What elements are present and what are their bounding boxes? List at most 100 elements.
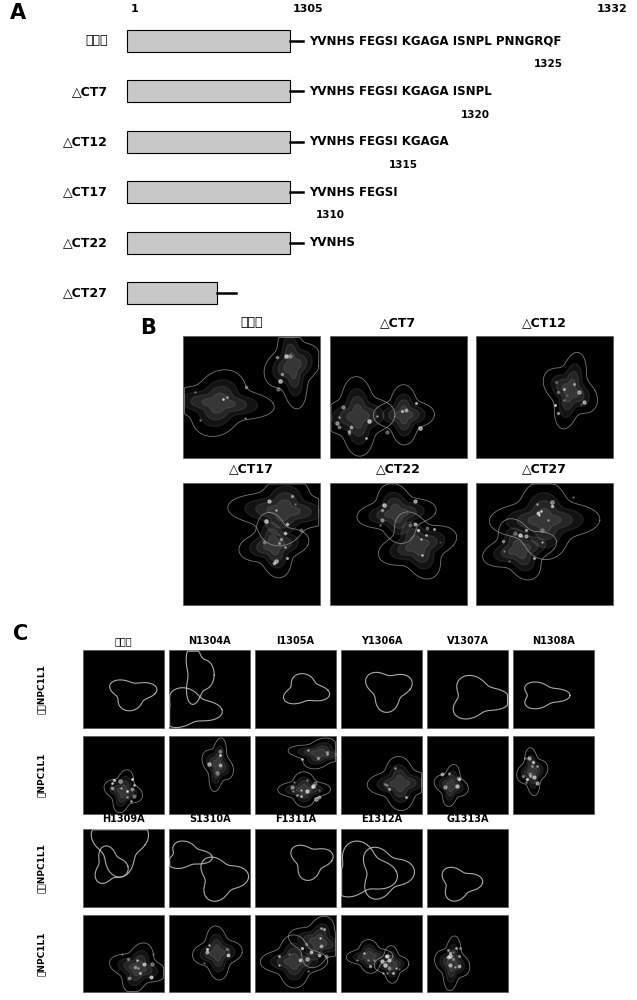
Bar: [83, 914, 164, 992]
Polygon shape: [117, 785, 129, 798]
Polygon shape: [443, 950, 461, 977]
Text: YVNHS FEGSI KGAGA: YVNHS FEGSI KGAGA: [309, 135, 448, 148]
Bar: [183, 336, 320, 458]
Polygon shape: [190, 386, 247, 420]
Bar: [427, 914, 508, 992]
Polygon shape: [501, 534, 538, 565]
Polygon shape: [303, 929, 333, 955]
Polygon shape: [304, 746, 336, 761]
Text: G1313A: G1313A: [447, 814, 489, 824]
Polygon shape: [257, 529, 291, 562]
Text: YVNHS FEGSI: YVNHS FEGSI: [309, 186, 397, 199]
Bar: [513, 650, 594, 728]
Polygon shape: [508, 540, 531, 559]
Polygon shape: [284, 954, 304, 969]
Polygon shape: [362, 951, 376, 961]
Polygon shape: [552, 364, 589, 417]
Bar: [427, 650, 508, 728]
Text: 野生型: 野生型: [240, 316, 263, 329]
Polygon shape: [557, 372, 584, 410]
Polygon shape: [277, 948, 311, 975]
Bar: [83, 650, 164, 728]
Text: YVNHS FEGSI KGAGA ISNPL: YVNHS FEGSI KGAGA ISNPL: [309, 85, 492, 98]
Bar: [127, 181, 290, 203]
Text: 1: 1: [131, 4, 138, 14]
Text: 表面NPC1L1: 表面NPC1L1: [37, 843, 46, 893]
Text: △CT17: △CT17: [64, 186, 108, 199]
Polygon shape: [494, 528, 545, 571]
Bar: [427, 736, 508, 814]
Text: 1310: 1310: [316, 211, 345, 221]
Polygon shape: [250, 522, 298, 568]
Polygon shape: [440, 944, 464, 982]
Text: H1309A: H1309A: [103, 814, 145, 824]
Polygon shape: [358, 948, 381, 965]
Polygon shape: [443, 775, 460, 796]
Polygon shape: [380, 951, 404, 978]
Text: △CT17: △CT17: [229, 462, 274, 475]
Bar: [476, 336, 613, 458]
Polygon shape: [245, 486, 318, 535]
Text: △CT27: △CT27: [522, 462, 567, 475]
Polygon shape: [524, 760, 540, 784]
Text: A: A: [10, 3, 25, 23]
Polygon shape: [382, 394, 426, 436]
Polygon shape: [273, 338, 312, 396]
Polygon shape: [210, 945, 225, 961]
Text: 1332: 1332: [597, 4, 627, 14]
Bar: [169, 914, 250, 992]
Polygon shape: [406, 535, 429, 556]
Bar: [169, 829, 250, 907]
Polygon shape: [291, 781, 317, 798]
Bar: [127, 80, 290, 102]
Text: 野生型: 野生型: [115, 636, 132, 646]
Text: 1325: 1325: [533, 59, 562, 69]
Text: S1310A: S1310A: [189, 814, 231, 824]
Bar: [330, 483, 466, 605]
Polygon shape: [383, 955, 400, 974]
Text: 野生型: 野生型: [86, 34, 108, 47]
Polygon shape: [213, 757, 222, 773]
Polygon shape: [517, 501, 572, 540]
Polygon shape: [129, 961, 147, 976]
Polygon shape: [389, 400, 419, 430]
Text: N1308A: N1308A: [532, 636, 575, 646]
Bar: [169, 736, 250, 814]
Polygon shape: [185, 380, 257, 426]
Text: N1304A: N1304A: [189, 636, 231, 646]
Polygon shape: [383, 770, 416, 797]
Polygon shape: [340, 397, 376, 436]
Polygon shape: [447, 955, 457, 972]
Polygon shape: [390, 775, 410, 792]
Bar: [169, 650, 250, 728]
Text: 总NPC1L1: 总NPC1L1: [37, 753, 46, 797]
Bar: [127, 131, 290, 153]
Polygon shape: [267, 500, 300, 521]
Text: 总NPC1L1: 总NPC1L1: [37, 931, 46, 976]
Polygon shape: [528, 508, 561, 532]
Text: △CT12: △CT12: [522, 316, 567, 329]
Polygon shape: [390, 522, 445, 569]
Polygon shape: [255, 493, 311, 528]
Bar: [341, 829, 422, 907]
Text: YVNHS: YVNHS: [309, 236, 355, 249]
Polygon shape: [310, 749, 329, 758]
Polygon shape: [369, 492, 424, 534]
Bar: [127, 282, 217, 304]
Polygon shape: [385, 504, 408, 522]
Bar: [255, 829, 336, 907]
Text: 表面NPC1L1: 表面NPC1L1: [37, 664, 46, 714]
Polygon shape: [446, 779, 456, 792]
Polygon shape: [278, 344, 306, 387]
Polygon shape: [309, 934, 327, 950]
Polygon shape: [440, 771, 463, 800]
Text: △CT7: △CT7: [380, 316, 416, 329]
Text: I1305A: I1305A: [276, 636, 315, 646]
Text: E1312A: E1312A: [361, 814, 402, 824]
Text: B: B: [140, 318, 156, 338]
Bar: [427, 829, 508, 907]
Polygon shape: [376, 498, 417, 528]
Bar: [127, 232, 290, 254]
Text: △CT7: △CT7: [72, 85, 108, 98]
Bar: [255, 736, 336, 814]
